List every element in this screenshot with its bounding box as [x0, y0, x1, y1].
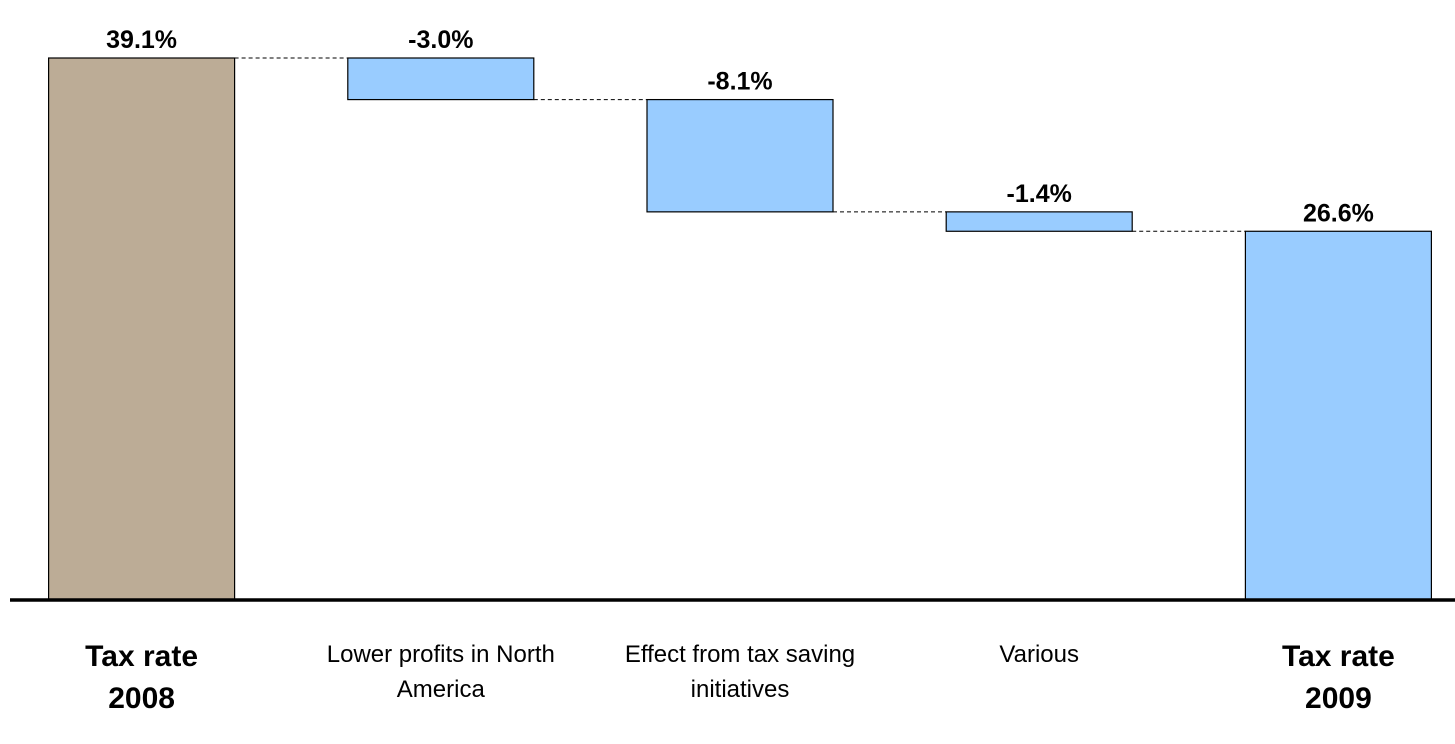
- category-label: Effect from tax saving initiatives: [624, 641, 856, 703]
- bar: [347, 57, 535, 101]
- category-label: Various: [999, 641, 1079, 668]
- category-label: Lower profits in North America: [326, 641, 555, 703]
- bar: [646, 98, 834, 213]
- value-label: 39.1%: [106, 26, 177, 54]
- value-label: -1.4%: [1007, 180, 1072, 208]
- value-label: 26.6%: [1303, 199, 1374, 227]
- value-label: -8.1%: [707, 68, 772, 96]
- value-label: -3.0%: [408, 26, 473, 54]
- category-label: Tax rate 2009: [1281, 640, 1395, 715]
- category-label: Tax rate 2008: [85, 640, 199, 715]
- bar: [945, 211, 1133, 232]
- bar: [47, 57, 236, 601]
- bar: [1244, 230, 1433, 601]
